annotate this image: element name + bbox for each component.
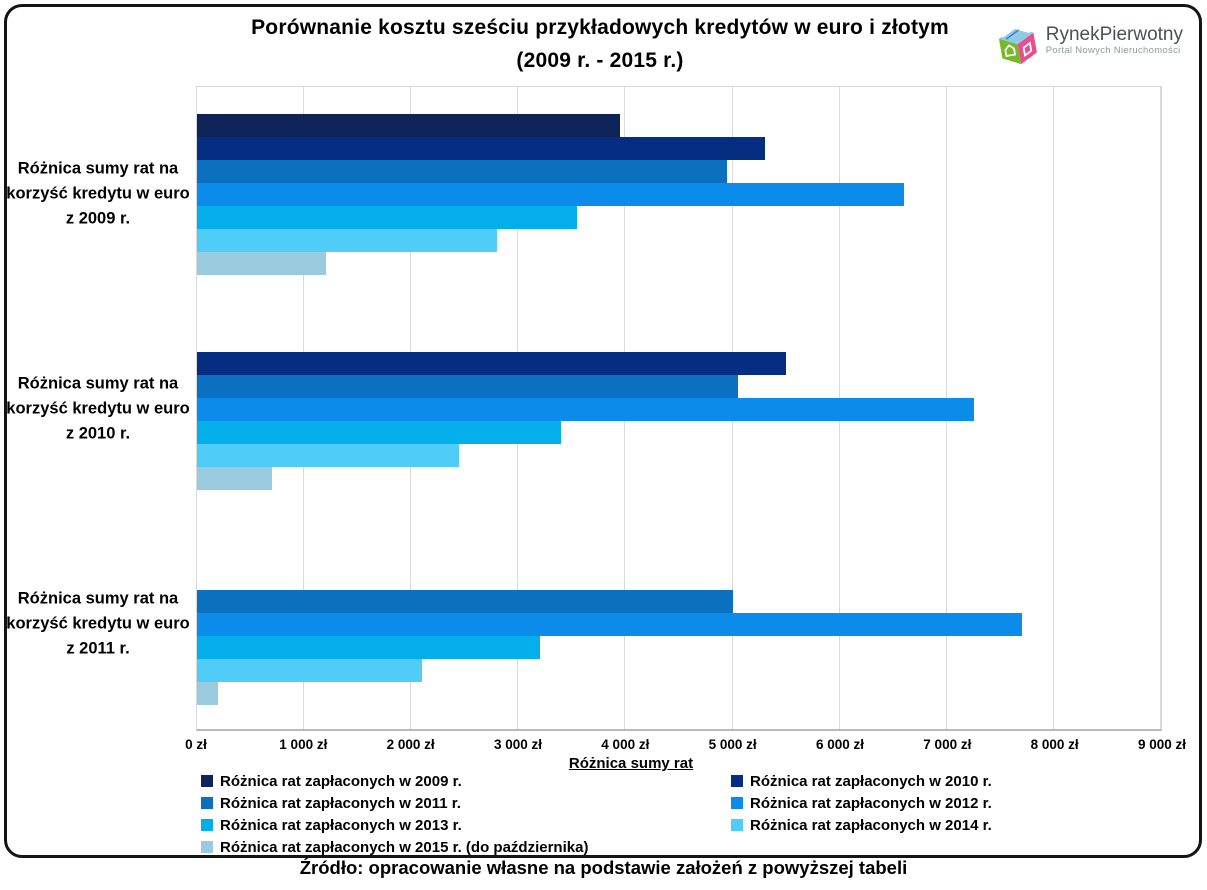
legend-marker-icon [201, 775, 213, 787]
x-tick-label: 2 000 zł [386, 737, 435, 752]
x-tick-label: 4 000 zł [601, 737, 650, 752]
legend-marker-icon [731, 775, 743, 787]
legend-item: Różnica rat zapłaconych w 2012 r. [731, 792, 992, 814]
x-tick-label: 1 000 zł [279, 737, 328, 752]
logo-cube-icon [998, 26, 1037, 65]
chart-frame [4, 4, 1202, 858]
x-tick-label: 7 000 zł [923, 737, 972, 752]
legend-label: Różnica rat zapłaconych w 2011 r. [220, 794, 461, 812]
x-tick-label: 3 000 zł [493, 737, 542, 752]
bar-cat3-series4 [197, 613, 1022, 636]
bar-cat2-series2 [197, 352, 787, 375]
bar-cat3-series3 [197, 590, 733, 613]
bar-cat1-series7 [197, 252, 326, 275]
legend-label: Różnica rat zapłaconych w 2009 r. [220, 772, 462, 790]
plot-area [196, 86, 1162, 731]
logo-tagline: Portal Nowych Nieruchomości [1045, 45, 1181, 56]
bar-cat1-series5 [197, 206, 578, 229]
x-tick-label: 5 000 zł [708, 737, 757, 752]
bar-cat2-series6 [197, 444, 460, 467]
legend-marker-icon [731, 797, 743, 809]
legend-label: Różnica rat zapłaconych w 2013 r. [220, 816, 462, 834]
bar-cat3-series5 [197, 636, 540, 659]
brand-logo: RynekPierwotny Portal Nowych Nieruchomoś… [997, 24, 1183, 68]
bar-cat2-series3 [197, 375, 738, 398]
legend-column-left: Różnica rat zapłaconych w 2009 r. Różnica… [201, 770, 588, 858]
category-label: Różnica sumy rat na korzyść kredytu w eu… [6, 374, 190, 442]
x-axis-title-wrap: Różnica sumy rat [196, 755, 1066, 773]
legend-label: Różnica rat zapłaconych w 2015 r. (do pa… [220, 838, 589, 856]
x-tick-label: 8 000 zł [1030, 737, 1079, 752]
bar-cat1-series6 [197, 229, 497, 252]
logo-text: RynekPierwotny Portal Nowych Nieruchomoś… [1046, 24, 1183, 56]
gridline [1160, 87, 1161, 729]
chart-title-line2: (2009 r. - 2015 r.) [516, 49, 684, 72]
legend-marker-icon [201, 797, 213, 809]
legend: Różnica rat zapłaconych w 2009 r. Różnica… [201, 770, 1167, 862]
bar-cat2-series4 [197, 398, 974, 421]
x-tick-label: 0 zł [185, 737, 207, 752]
x-axis-title: Różnica sumy rat [568, 755, 694, 772]
category-axis: Różnica sumy rat na korzyść kredytu w eu… [0, 86, 196, 731]
legend-item: Różnica rat zapłaconych w 2014 r. [731, 814, 992, 836]
legend-item: Różnica rat zapłaconych w 2009 r. [201, 770, 588, 792]
x-tick-label: 9 000 zł [1137, 737, 1187, 752]
bar-cat1-series1 [197, 114, 621, 137]
legend-item: Różnica rat zapłaconych w 2011 r. [201, 792, 588, 814]
legend-label: Różnica rat zapłaconych w 2014 r. [750, 816, 992, 834]
bar-cat1-series2 [197, 137, 765, 160]
x-tick-label: 6 000 zł [815, 737, 864, 752]
source-note: Źródło: opracowanie własne na podstawie … [299, 857, 908, 878]
bar-cat2-series5 [197, 421, 562, 444]
legend-marker-icon [201, 841, 213, 853]
bar-cat2-series7 [197, 467, 272, 490]
bar-cat3-series6 [197, 659, 422, 682]
legend-item: Różnica rat zapłaconych w 2015 r. (do pa… [201, 836, 588, 858]
legend-column-right: Różnica rat zapłaconych w 2010 r. Różnica… [731, 770, 992, 836]
legend-label: Różnica rat zapłaconych w 2010 r. [750, 772, 992, 790]
bar-cat1-series4 [197, 183, 904, 206]
category-label: Różnica sumy rat na korzyść kredytu w eu… [6, 159, 190, 227]
legend-label: Różnica rat zapłaconych w 2012 r. [750, 794, 992, 812]
bar-cat3-series7 [197, 682, 219, 705]
gridline [1052, 87, 1054, 729]
legend-marker-icon [201, 819, 213, 831]
logo-name: RynekPierwotny [1045, 24, 1183, 45]
legend-marker-icon [731, 819, 743, 831]
legend-item: Różnica rat zapłaconych w 2010 r. [731, 770, 992, 792]
category-label: Różnica sumy rat na korzyść kredytu w eu… [6, 589, 190, 657]
chart-title: Porównanie kosztu sześciu przykładowych … [160, 11, 1040, 77]
chart-title-line1: Porównanie kosztu sześciu przykładowych … [251, 16, 949, 39]
legend-item: Różnica rat zapłaconych w 2013 r. [201, 814, 588, 836]
bar-cat1-series3 [197, 160, 728, 183]
value-axis: 0 zł 1 000 zł 2 000 zł 3 000 zł 4 000 zł 5 00… [185, 737, 1186, 755]
